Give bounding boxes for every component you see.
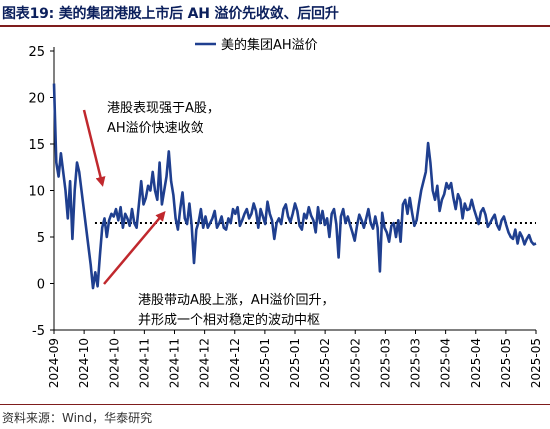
annotation-upper-line: 港股表现强于A股， (107, 101, 220, 116)
annotation-lower-line: 港股带动A股上涨，AH溢价回升， (138, 293, 335, 308)
x-tick-label: 2024-10 (107, 338, 121, 388)
y-tick-label: -5 (32, 324, 45, 339)
x-tick-label: 2024-11 (168, 338, 182, 388)
x-tick-label: 2025-05 (499, 338, 513, 388)
x-tick-label: 2025-05 (529, 338, 543, 388)
y-tick-label: 20 (28, 92, 45, 107)
x-tick-label: 2025-03 (409, 338, 423, 388)
x-tick-label: 2024-12 (198, 338, 212, 388)
x-tick-label: 2025-01 (258, 338, 272, 388)
title-divider (0, 25, 550, 27)
y-tick-label: 25 (28, 45, 45, 60)
plot-area (52, 83, 537, 290)
x-tick-label: 2024-12 (228, 338, 242, 388)
y-tick-label: 5 (37, 231, 45, 246)
x-tick-label: 2025-04 (469, 338, 483, 388)
x-axis: 2024-09 2024-10 2024-10 2024-11 2024-11 2024-… (47, 329, 543, 388)
annotation-upper-line: AH溢价快速收敛 (107, 120, 204, 136)
x-tick-label: 2025-04 (439, 338, 453, 388)
legend: 美的集团AH溢价 (195, 37, 318, 53)
title-bar: 图表19: 美的集团港股上市后 AH 溢价先收敛、后回升 (0, 0, 550, 24)
x-tick-label: 2024-10 (77, 338, 91, 388)
annotation-lower-line: 并形成一个相对稳定的波动中枢 (138, 312, 320, 328)
x-tick-label: 2024-11 (137, 338, 151, 388)
y-tick-label: 0 (37, 278, 45, 293)
x-tick-label: 2025-03 (378, 338, 392, 388)
footer-divider (0, 404, 550, 405)
legend-label: 美的集团AH溢价 (221, 37, 318, 53)
y-tick-label: 10 (28, 185, 45, 200)
chart-area: -5 0 5 10 15 20 25 2024-09 2024-10 2024-10 2024-1… (28, 37, 543, 388)
annotation-arrow-up (103, 210, 166, 285)
y-axis: -5 0 5 10 15 20 25 (28, 45, 55, 339)
x-tick-label: 2025-01 (288, 338, 302, 388)
chart-title: 图表19: 美的集团港股上市后 AH 溢价先收敛、后回升 (2, 6, 339, 22)
x-tick-label: 2024-09 (47, 338, 61, 388)
source-note: 资料来源：Wind，华泰研究 (2, 411, 153, 425)
x-tick-label: 2025-02 (348, 338, 362, 388)
x-tick-label: 2025-02 (318, 338, 332, 388)
annotation-arrow-down (82, 109, 106, 187)
series-line-0 (52, 83, 537, 290)
y-tick-label: 15 (28, 138, 45, 153)
